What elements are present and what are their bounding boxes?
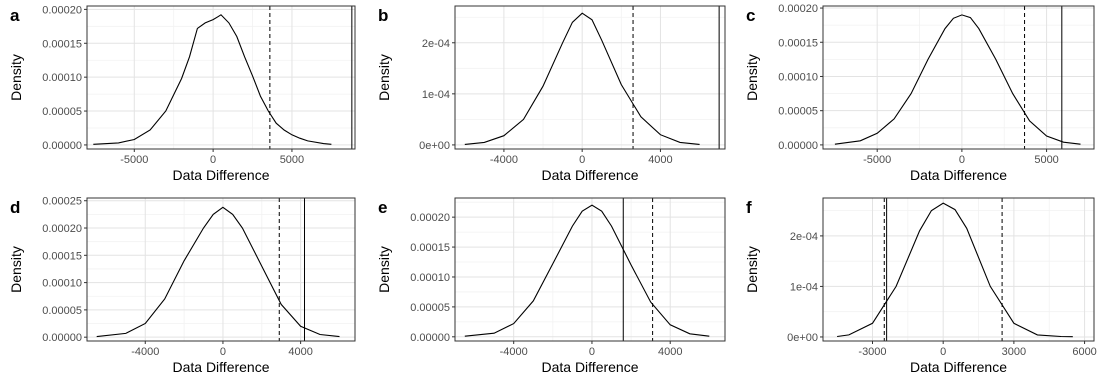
x-tick-label: 0 [579,154,585,166]
y-tick-label: 0.00000 [42,332,82,344]
x-tick-label: -4000 [131,346,159,358]
y-tick-label: 0.00020 [42,223,82,235]
x-axis-title: Data Difference [541,359,638,375]
y-tick-label: 0.00005 [410,302,450,314]
y-tick-label: 0.00000 [778,140,818,152]
y-tick-label: 0.00005 [778,106,818,118]
x-tick-label: 0 [940,346,946,358]
panel-d: -4000 0 4000 0.00000 0.00005 0.00010 0.00015 0.… [8,196,356,375]
panel-letter: c [746,6,755,25]
y-tick-label: 0.00000 [410,332,450,344]
density-curve [837,202,1073,338]
x-axis-title: Data Difference [172,167,269,183]
panel-border [454,197,726,342]
panel-letter: f [746,198,752,217]
panel-letter: d [10,198,20,217]
y-tick-label: 0.00020 [410,212,450,224]
x-tick-label: 0 [210,154,216,166]
x-tick-label: 5000 [1034,154,1058,166]
density-curve [464,204,710,337]
density-curve [96,206,340,338]
y-tick-label: 0.00010 [42,72,82,84]
y-axis-title: Density [376,246,392,293]
panel-border [454,5,726,150]
x-axis-title: Data Difference [172,359,269,375]
y-tick-label: 0.00005 [42,106,82,118]
y-tick-label: 2e-04 [422,38,450,50]
panel-border [822,5,1095,150]
x-tick-label: 6000 [1072,346,1096,358]
density-curve [93,14,332,145]
x-tick-label: -5000 [120,154,148,166]
panel-b: -4000 0 4000 0e+00 1e-04 2e-04 Data Difference… [376,5,726,183]
x-tick-label: -4000 [490,154,518,166]
x-tick-label: 0 [589,346,595,358]
panel-letter: a [10,6,20,25]
x-tick-label: -5000 [863,154,891,166]
panel-border [86,197,356,342]
y-axis-title: Density [8,54,24,101]
y-axis-title: Density [744,54,760,101]
x-axis-title: Data Difference [910,167,1007,183]
y-tick-label: 0.00015 [410,242,450,254]
x-tick-label: 4000 [658,346,682,358]
density-curve [464,12,700,145]
y-tick-label: 0e+00 [419,140,450,152]
panel-f: -3000 0 3000 6000 0e+00 1e-04 2e-04 Data Differ… [744,197,1097,375]
y-tick-label: 0e+00 [787,332,818,344]
x-tick-label: 0 [959,154,965,166]
y-tick-label: 2e-04 [790,231,818,243]
panel-letter: e [378,198,387,217]
y-tick-label: 0.00020 [778,3,818,15]
y-tick-label: 0.00020 [42,4,82,16]
y-axis-title: Density [376,54,392,101]
panel-c: -5000 0 5000 0.00000 0.00005 0.00010 0.00015 0.… [744,3,1095,183]
y-tick-label: 0.00010 [42,278,82,290]
y-tick-label: 1e-04 [790,281,818,293]
density-curve [834,14,1081,145]
x-tick-label: -3000 [858,346,886,358]
y-axis-title: Density [8,246,24,293]
x-tick-label: 4000 [288,346,312,358]
x-tick-label: 5000 [280,154,304,166]
y-tick-label: 1e-04 [422,89,450,101]
x-axis-title: Data Difference [910,359,1007,375]
panel-e: -4000 0 4000 0.00000 0.00005 0.00010 0.00015 0.… [376,197,726,375]
y-tick-label: 0.00015 [42,38,82,50]
x-axis-title: Data Difference [541,167,638,183]
x-tick-label: 4000 [648,154,672,166]
y-tick-label: 0.00015 [778,37,818,49]
y-tick-label: 0.00010 [410,272,450,284]
y-tick-label: 0.00010 [778,71,818,83]
y-tick-label: 0.00000 [42,140,82,152]
y-axis-title: Density [744,246,760,293]
y-tick-label: 0.00005 [42,305,82,317]
x-tick-label: -4000 [500,346,528,358]
y-tick-label: 0.00025 [42,196,82,208]
panel-border [822,197,1095,342]
x-tick-label: 0 [220,346,226,358]
panel-letter: b [378,6,388,25]
y-tick-label: 0.00015 [42,250,82,262]
x-tick-label: 3000 [1002,346,1026,358]
panel-a: -5000 0 5000 0.00000 0.00005 0.00010 0.00015 0.… [8,4,356,183]
